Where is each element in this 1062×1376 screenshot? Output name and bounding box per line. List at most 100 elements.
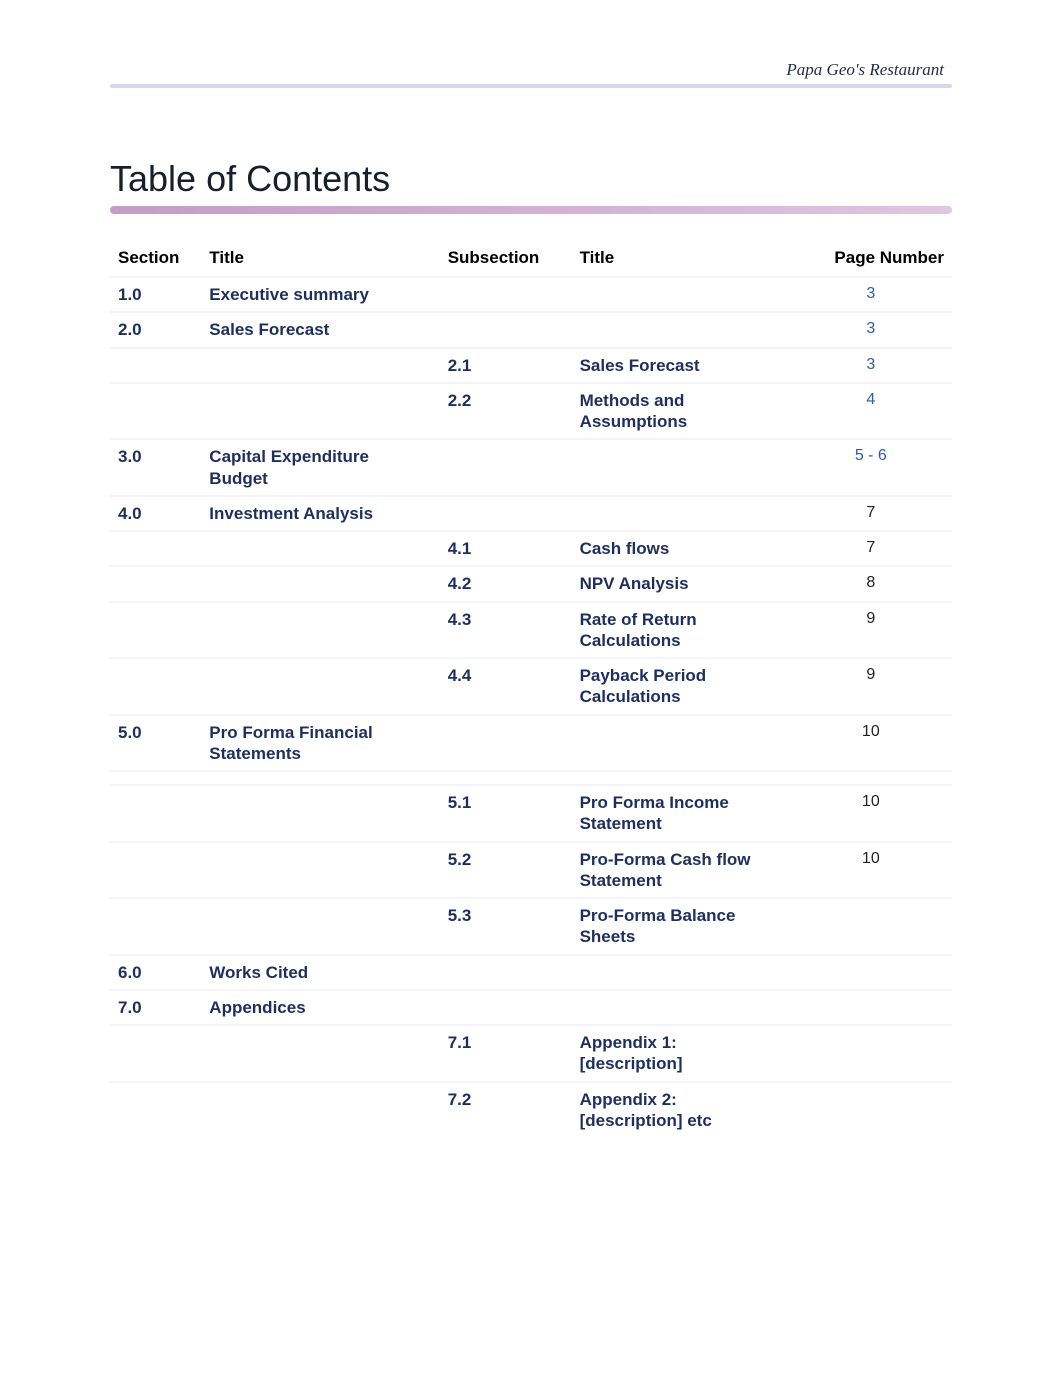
blank-cell — [572, 770, 790, 784]
subsection-number: 5.2 — [440, 841, 572, 898]
subsection-title: NPV Analysis — [572, 565, 790, 600]
page-number: 7 — [790, 495, 952, 530]
section-title: Pro Forma Financial Statements — [201, 714, 439, 771]
table-row: 7.0Appendices — [110, 989, 952, 1024]
section-number: 5.0 — [110, 714, 201, 771]
section-number: 4.0 — [110, 495, 201, 530]
subsection-number: 4.4 — [440, 657, 572, 714]
page-number: 9 — [790, 657, 952, 714]
section-number — [110, 1081, 201, 1138]
section-title: Capital Expenditure Budget — [201, 438, 439, 495]
section-number — [110, 1024, 201, 1081]
subsection-number: 5.3 — [440, 897, 572, 954]
section-number — [110, 841, 201, 898]
section-number: 3.0 — [110, 438, 201, 495]
table-row: 2.1Sales Forecast3 — [110, 347, 952, 382]
blank-cell — [440, 770, 572, 784]
table-row: 4.4Payback Period Calculations9 — [110, 657, 952, 714]
page-number: 8 — [790, 565, 952, 600]
table-row: 7.2Appendix 2: [description] etc — [110, 1081, 952, 1138]
section-title — [201, 657, 439, 714]
page-title: Table of Contents — [110, 158, 952, 200]
subsection-number — [440, 989, 572, 1024]
subsection-number: 4.3 — [440, 601, 572, 658]
table-row — [110, 770, 952, 784]
section-title — [201, 565, 439, 600]
subsection-title: Rate of Return Calculations — [572, 601, 790, 658]
subsection-number: 2.2 — [440, 382, 572, 439]
page-number — [790, 897, 952, 954]
page-number: 10 — [790, 714, 952, 771]
section-number — [110, 784, 201, 841]
subsection-title — [572, 311, 790, 346]
page-number[interactable]: 5 - 6 — [790, 438, 952, 495]
section-number: 2.0 — [110, 311, 201, 346]
subsection-number — [440, 276, 572, 311]
table-row: 2.2Methods and Assumptions4 — [110, 382, 952, 439]
subsection-number — [440, 714, 572, 771]
page-number: 9 — [790, 601, 952, 658]
section-title: Executive summary — [201, 276, 439, 311]
subsection-title: Cash flows — [572, 530, 790, 565]
section-title — [201, 1024, 439, 1081]
subsection-title: Sales Forecast — [572, 347, 790, 382]
page-number[interactable]: 3 — [790, 276, 952, 311]
page-header: Papa Geo's Restaurant — [110, 60, 952, 88]
subsection-number — [440, 311, 572, 346]
section-number: 6.0 — [110, 954, 201, 989]
subsection-title: Pro-Forma Cash flow Statement — [572, 841, 790, 898]
section-title: Works Cited — [201, 954, 439, 989]
section-title — [201, 347, 439, 382]
table-row: 5.2Pro-Forma Cash flow Statement10 — [110, 841, 952, 898]
section-number: 1.0 — [110, 276, 201, 311]
table-row: 3.0Capital Expenditure Budget 5 - 6 — [110, 438, 952, 495]
page-number: 7 — [790, 530, 952, 565]
section-number — [110, 347, 201, 382]
table-row: 5.1Pro Forma Income Statement10 — [110, 784, 952, 841]
section-number — [110, 601, 201, 658]
section-number: 7.0 — [110, 989, 201, 1024]
subsection-number: 4.1 — [440, 530, 572, 565]
section-number — [110, 382, 201, 439]
col-section: Section — [110, 242, 201, 276]
section-title — [201, 382, 439, 439]
subsection-number: 7.2 — [440, 1081, 572, 1138]
page-number — [790, 1081, 952, 1138]
subsection-title: Appendix 1: [description] — [572, 1024, 790, 1081]
title-underline — [110, 206, 952, 214]
subsection-number: 7.1 — [440, 1024, 572, 1081]
col-subtitle: Title — [572, 242, 790, 276]
subsection-title: Appendix 2: [description] etc — [572, 1081, 790, 1138]
subsection-number: 4.2 — [440, 565, 572, 600]
subsection-number — [440, 495, 572, 530]
subsection-title — [572, 989, 790, 1024]
section-title — [201, 1081, 439, 1138]
page-number — [790, 954, 952, 989]
document-page: Papa Geo's Restaurant Table of Contents … — [0, 0, 1062, 1376]
section-number — [110, 530, 201, 565]
section-title: Investment Analysis — [201, 495, 439, 530]
page-number[interactable]: 4 — [790, 382, 952, 439]
table-row: 5.3Pro-Forma Balance Sheets — [110, 897, 952, 954]
section-title — [201, 601, 439, 658]
subsection-number: 5.1 — [440, 784, 572, 841]
section-title — [201, 841, 439, 898]
section-title — [201, 784, 439, 841]
table-row: 7.1Appendix 1: [description] — [110, 1024, 952, 1081]
page-number[interactable]: 3 — [790, 311, 952, 346]
section-title — [201, 897, 439, 954]
toc-body: 1.0Executive summary32.0Sales Forecast32… — [110, 276, 952, 1137]
page-number[interactable]: 3 — [790, 347, 952, 382]
subsection-title: Pro-Forma Balance Sheets — [572, 897, 790, 954]
table-row: 4.2NPV Analysis8 — [110, 565, 952, 600]
section-number — [110, 897, 201, 954]
subsection-title: Payback Period Calculations — [572, 657, 790, 714]
page-number: 10 — [790, 841, 952, 898]
subsection-title — [572, 495, 790, 530]
subsection-number — [440, 954, 572, 989]
table-row: 5.0Pro Forma Financial Statements 10 — [110, 714, 952, 771]
table-row: 2.0Sales Forecast3 — [110, 311, 952, 346]
header-title: Papa Geo's Restaurant — [110, 60, 952, 84]
subsection-title — [572, 276, 790, 311]
subsection-title — [572, 438, 790, 495]
